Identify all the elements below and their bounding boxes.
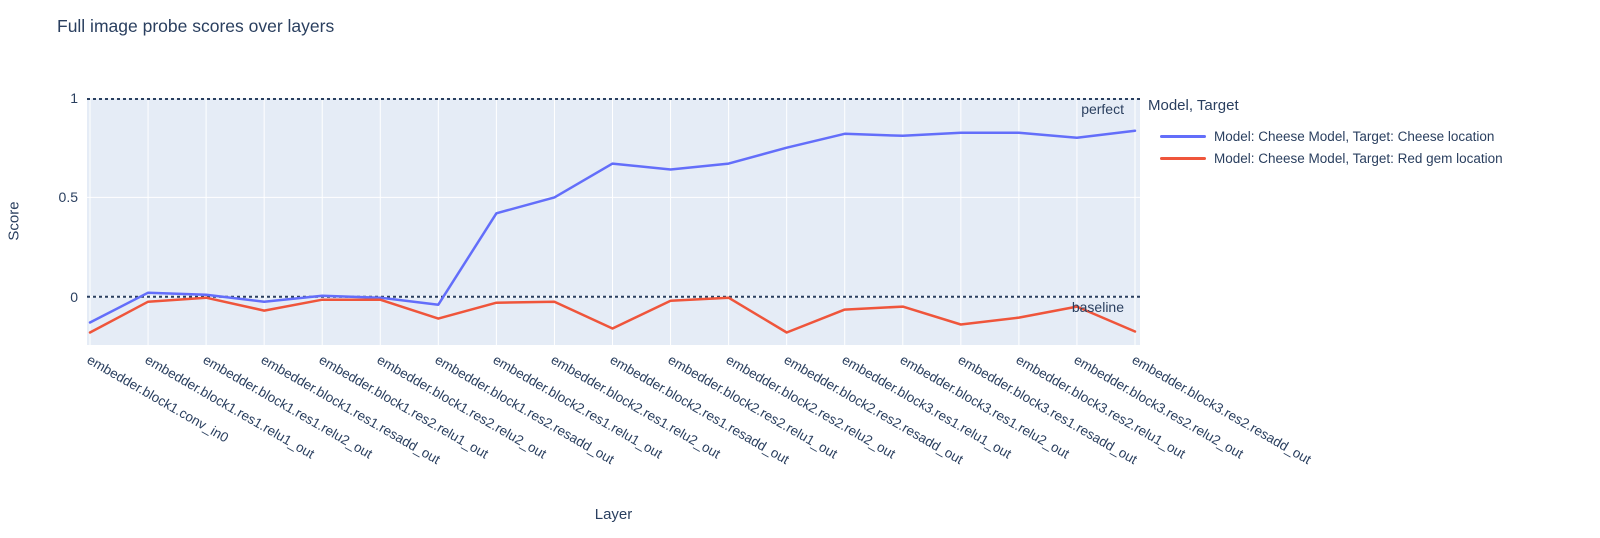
y-axis-title: Score [5, 201, 23, 241]
chart-title: Full image probe scores over layers [57, 16, 335, 36]
legend-entry-cheese-location[interactable]: Model: Cheese Model, Target: Cheese loca… [1148, 126, 1503, 148]
x-axis-title: Layer [594, 506, 633, 523]
y-tick-label: 0.5 [58, 189, 78, 206]
legend-entry-red-gem-location[interactable]: Model: Cheese Model, Target: Red gem loc… [1148, 148, 1503, 170]
series-line-1[interactable] [88, 296, 1137, 334]
legend-title: Model, Target [1148, 97, 1239, 114]
y-tick-label: 1 [70, 90, 78, 106]
annotation-baseline: baseline [1071, 299, 1124, 315]
annotation-perfect: perfect [1081, 101, 1124, 117]
y-tick-label: 0 [70, 288, 78, 305]
plot-canvas[interactable] [87, 98, 1140, 345]
legend-line-swatch-red-gem [1160, 156, 1206, 160]
series-line-0[interactable] [88, 129, 1137, 324]
legend-label-cheese: Model: Cheese Model, Target: Cheese loca… [1214, 129, 1495, 145]
plot-area[interactable] [87, 98, 1140, 345]
legend-label-red-gem: Model: Cheese Model, Target: Red gem loc… [1214, 150, 1503, 166]
legend: Model, Target Model: Cheese Model, Targe… [1148, 97, 1503, 169]
legend-line-swatch-cheese [1160, 135, 1206, 139]
